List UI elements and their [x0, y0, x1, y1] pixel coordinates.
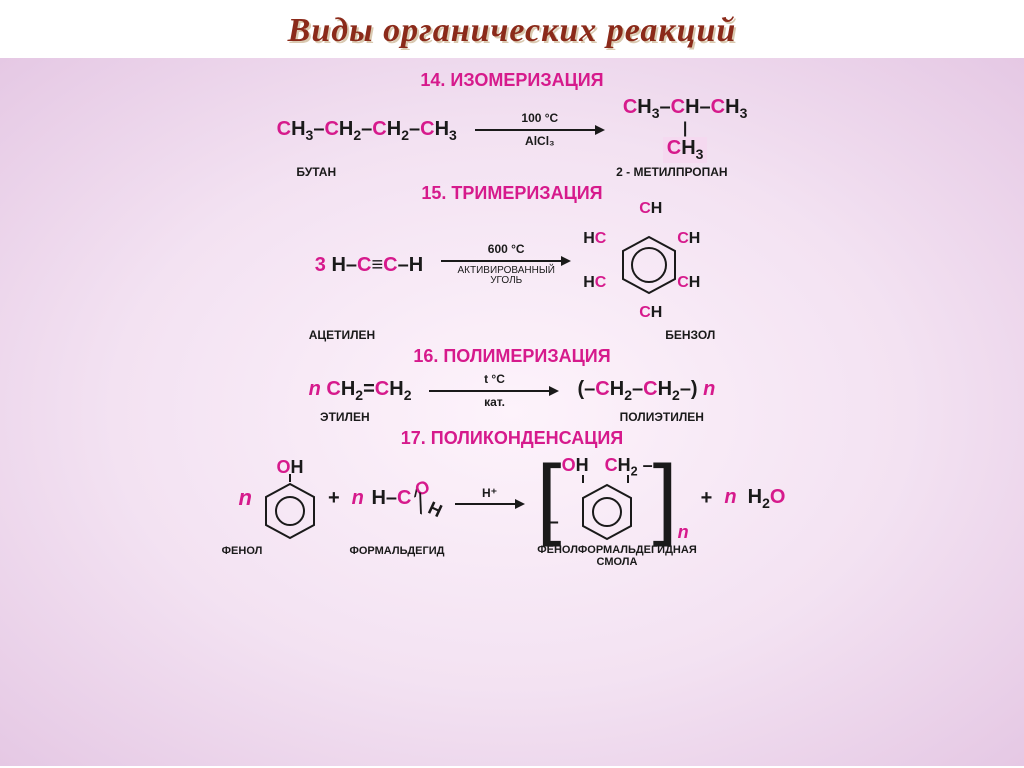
plus-2: + — [701, 487, 713, 510]
reactant-butane: CH3–CH2–CH2–CH3 — [277, 118, 457, 143]
reaction-polycondensation: n OH + n H–C ⁄⁄ O ╲ H H⁺ [ — [60, 455, 964, 541]
content-panel: 14. ИЗОМЕРИЗАЦИЯ CH3–CH2–CH2–CH3 100 °C … — [0, 58, 1024, 766]
reactant-acetylene: 3 H–C≡C–H — [315, 254, 423, 277]
section-heading-16: 16. ПОЛИМЕРИЗАЦИЯ — [60, 346, 964, 367]
arrow-14: 100 °C AlCl₃ — [475, 112, 605, 147]
resin-ring-icon — [581, 483, 633, 541]
labels-17: ФЕНОЛ ФОРМАЛЬДЕГИД ФЕНОЛФОРМАЛЬДЕГИДНАЯ … — [60, 545, 964, 568]
labels-14: БУТАН 2 - МЕТИЛПРОПАН — [60, 165, 964, 179]
main-title: Виды органических реакций — [0, 0, 1024, 58]
benzene-ring-icon — [617, 233, 681, 297]
section-heading-15: 15. ТРИМЕРИЗАЦИЯ — [60, 183, 964, 204]
arrow-15: 600 °C АКТИВИРОВАННЫЙ УГОЛЬ — [441, 243, 571, 287]
product-methylpropane: CH3–CH–CH3 | CH3 — [623, 97, 748, 163]
product-benzene: CH CH CH CH HC HC — [589, 210, 709, 320]
reaction-trimerization: 3 H–C≡C–H 600 °C АКТИВИРОВАННЫЙ УГОЛЬ CH… — [60, 210, 964, 320]
phenol-structure: OH — [264, 457, 316, 540]
reaction-isomerization: CH3–CH2–CH2–CH3 100 °C AlCl₃ CH3–CH–CH3 … — [60, 97, 964, 163]
arrow-16: t °C кат. — [429, 373, 559, 408]
reaction-polymerization: n CH2=CH2 t °C кат. (–CH2–CH2–) n — [60, 373, 964, 408]
labels-16: ЭТИЛЕН ПОЛИЭТИЛЕН — [60, 410, 964, 424]
section-heading-14: 14. ИЗОМЕРИЗАЦИЯ — [60, 70, 964, 91]
resin-structure: [ OH CH2 – – ] n — [537, 455, 689, 541]
arrow-17: H⁺ — [455, 487, 525, 510]
plus-1: + — [328, 487, 340, 510]
section-heading-17: 17. ПОЛИКОНДЕНСАЦИЯ — [60, 428, 964, 449]
product-polyethylene: (–CH2–CH2–) n — [577, 378, 715, 403]
reactant-ethylene: n CH2=CH2 — [309, 378, 412, 403]
formaldehyde-structure: n H–C ⁄⁄ O ╲ H — [352, 481, 443, 516]
water-product: n H2O — [724, 486, 785, 511]
phenol-ring-icon — [264, 482, 316, 540]
phenol-n: n — [239, 485, 252, 511]
labels-15: АЦЕТИЛЕН БЕНЗОЛ — [60, 328, 964, 342]
